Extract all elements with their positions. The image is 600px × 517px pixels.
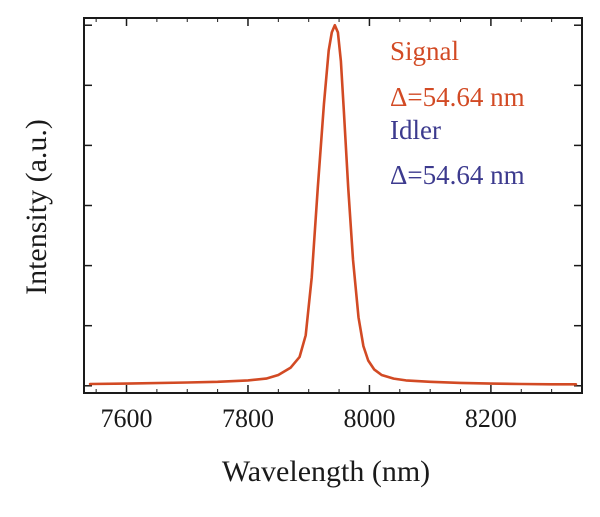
legend: Signal Δ=54.64 nm Idler Δ=54.64 nm [390, 36, 525, 190]
legend-signal-label: Signal [390, 36, 459, 66]
x-tick-label: 8200 [465, 404, 517, 433]
plot-frame [83, 17, 583, 394]
axis-ticks: 7600 7800 8000 8200 [84, 18, 582, 433]
series-layer [88, 23, 578, 386]
legend-idler-bandwidth: Δ=54.64 nm [390, 160, 525, 190]
x-tick-label: 8000 [343, 404, 395, 433]
legend-idler-label: Idler [390, 115, 441, 145]
x-axis-title: Wavelength (nm) [222, 455, 430, 488]
legend-signal-bandwidth: Δ=54.64 nm [390, 82, 525, 112]
x-tick-label: 7600 [101, 404, 153, 433]
axis-labels: Wavelength (nm) Intensity (a.u.) [20, 119, 430, 488]
y-axis-title: Intensity (a.u.) [20, 119, 53, 295]
series-line-signal [88, 23, 578, 386]
x-tick-label: 7800 [222, 404, 274, 433]
plot-border [83, 17, 583, 394]
